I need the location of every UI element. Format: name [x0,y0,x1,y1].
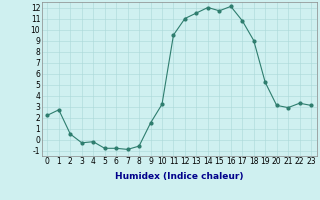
X-axis label: Humidex (Indice chaleur): Humidex (Indice chaleur) [115,172,244,181]
